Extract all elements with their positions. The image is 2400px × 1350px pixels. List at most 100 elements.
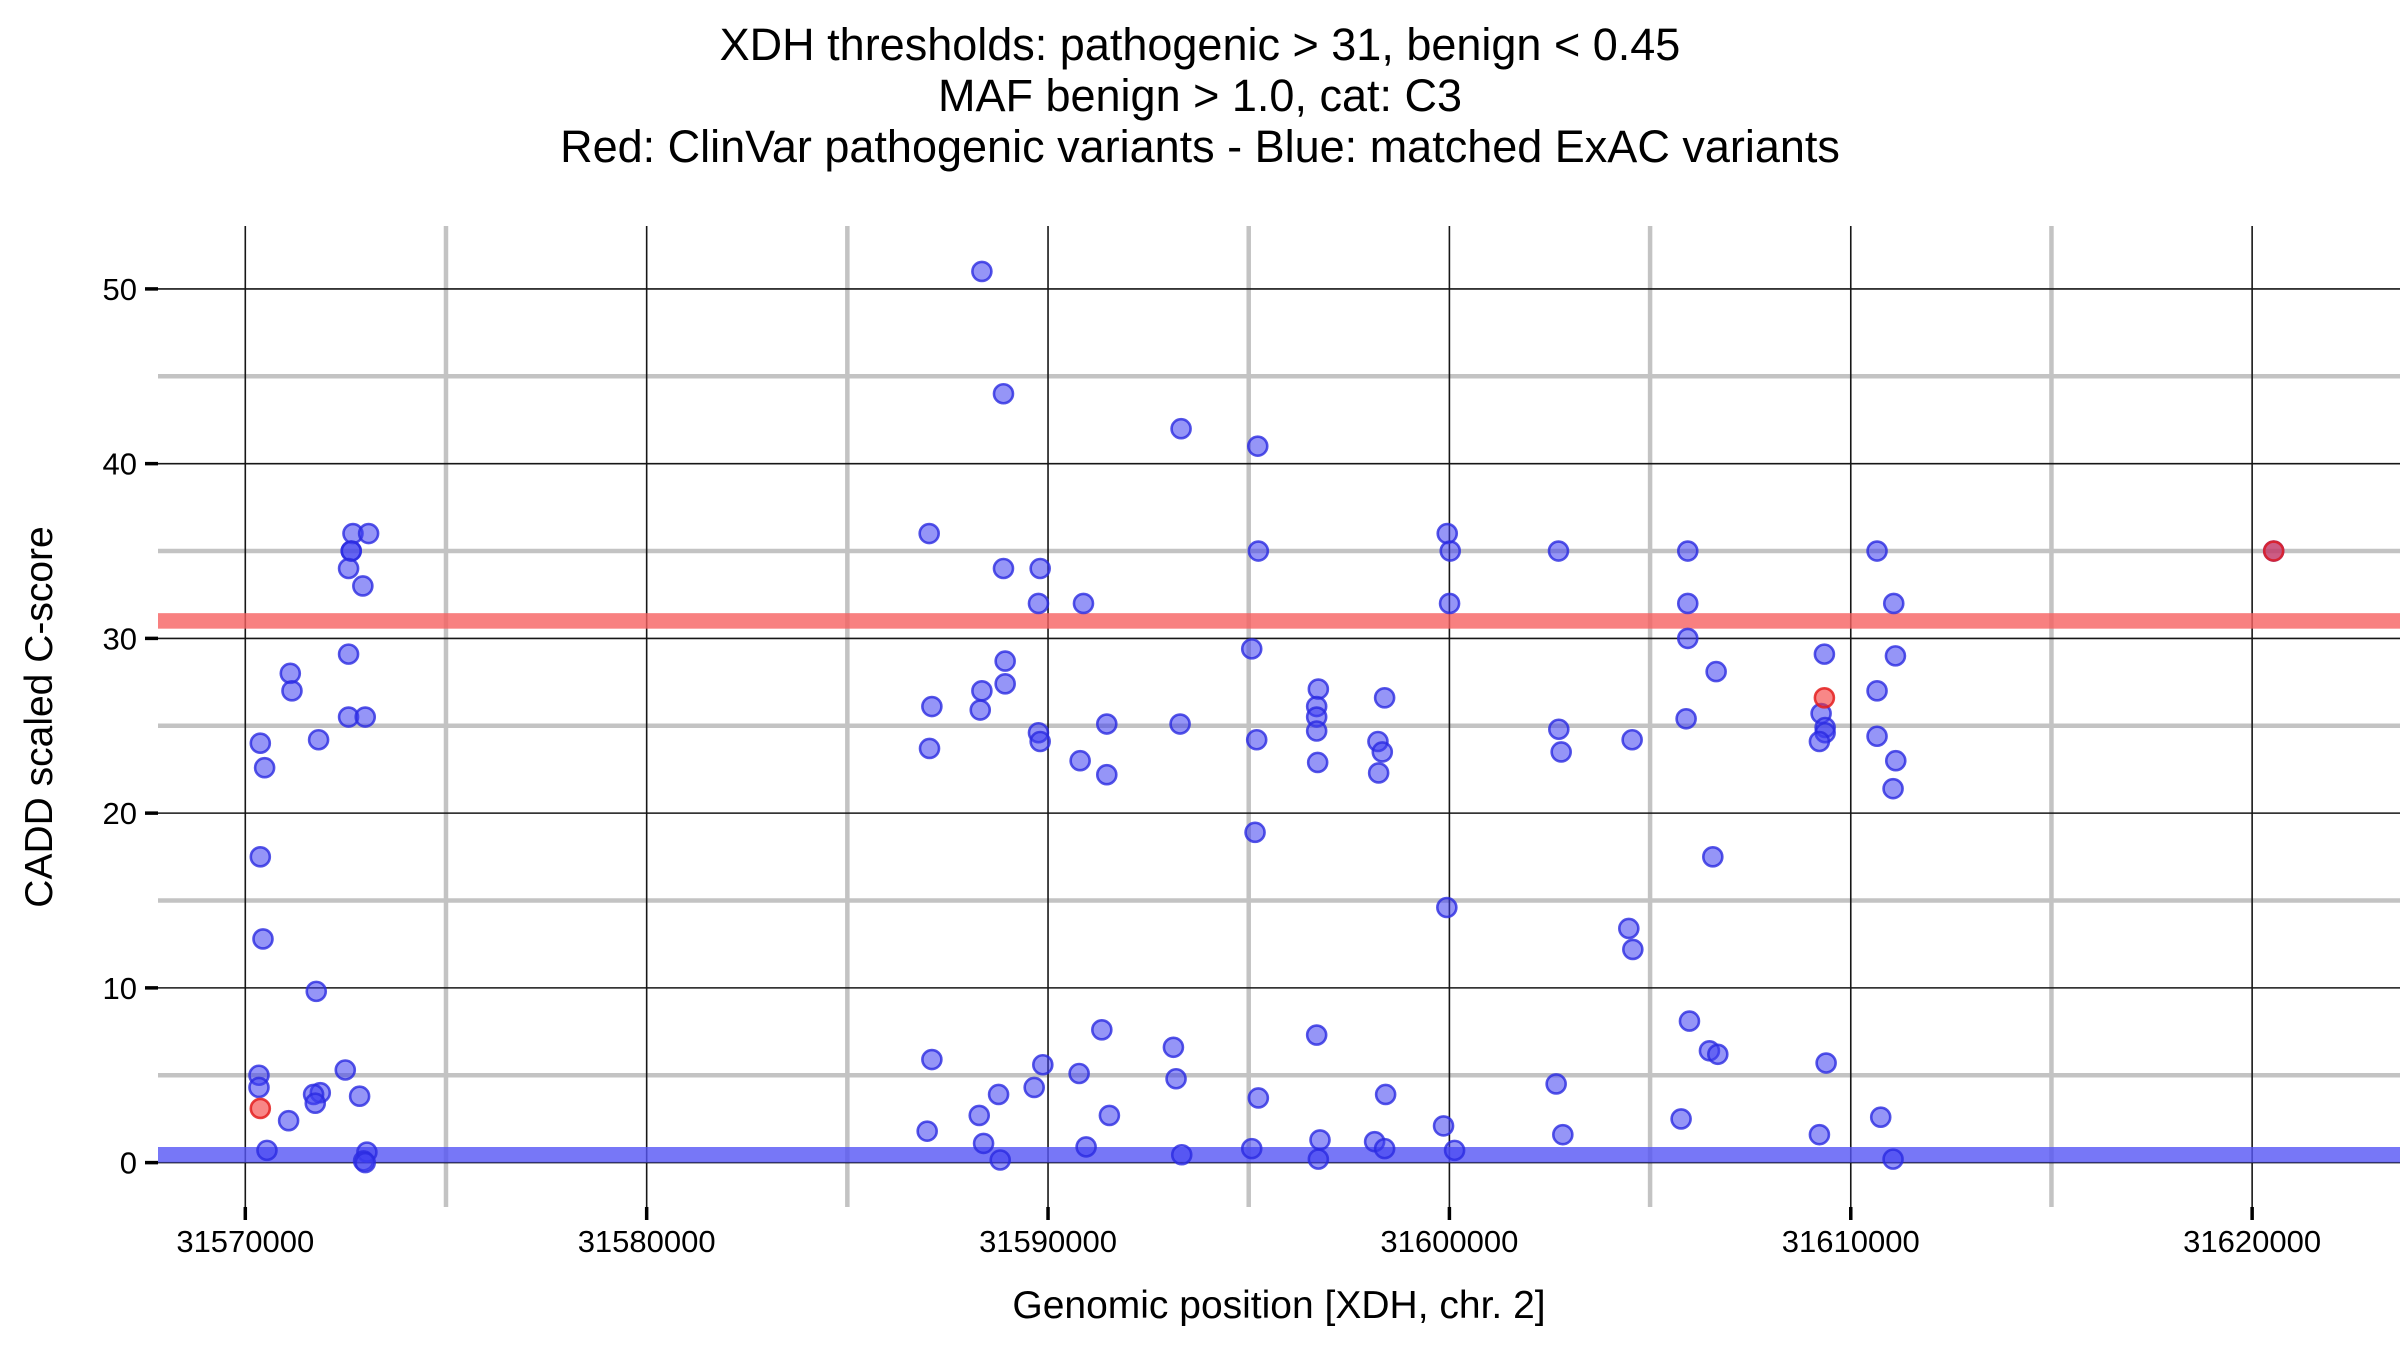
data-point-blue — [1029, 557, 1051, 580]
data-point-blue — [1367, 762, 1390, 784]
data-point-blue — [1027, 592, 1050, 615]
data-point-blue — [1023, 1076, 1045, 1099]
data-point-blue — [1068, 1062, 1090, 1085]
data-point-blue — [992, 557, 1015, 580]
title-line-2: MAF benign > 1.0, cat: C3 — [938, 70, 1462, 121]
data-point-blue — [1808, 1123, 1831, 1146]
x-tick-label: 31610000 — [1782, 1224, 1920, 1259]
data-point-blue — [1240, 638, 1263, 660]
gridlines-minor — [158, 226, 2400, 1207]
data-point-blue — [256, 1139, 278, 1162]
data-point-blue — [1882, 777, 1904, 800]
data-point-blue — [279, 662, 302, 685]
data-point-blue — [994, 673, 1016, 695]
data-point-blue — [334, 1059, 357, 1081]
y-tick-label: 30 — [103, 621, 137, 656]
data-point-blue — [1552, 1123, 1574, 1146]
data-point-blue — [1247, 540, 1270, 562]
data-point-blue — [1547, 540, 1570, 562]
x-tick-label: 31570000 — [176, 1224, 314, 1259]
data-point-blue — [1439, 540, 1462, 562]
data-point-blue — [918, 737, 941, 760]
data-point-blue — [1813, 643, 1836, 665]
data-point-blue — [1095, 713, 1118, 735]
y-axis-title: CADD scaled C-score — [18, 526, 61, 907]
data-point-blue — [1162, 1036, 1185, 1059]
data-point-blue — [1545, 1073, 1567, 1095]
data-point-blue — [1032, 1053, 1054, 1076]
data-point-blue — [1170, 417, 1192, 440]
data-point-blue — [916, 1120, 938, 1142]
data-point-blue — [992, 382, 1015, 405]
data-point-blue — [1670, 1108, 1692, 1130]
data-point-blue — [1373, 1137, 1396, 1160]
data-point-blue — [1075, 1136, 1097, 1158]
data-point-blue — [253, 756, 276, 779]
data-point-blue — [357, 522, 380, 545]
data-point-blue — [1098, 1104, 1121, 1127]
data-point-blue — [1246, 435, 1269, 457]
data-point-blue — [1245, 728, 1268, 751]
data-point-blue — [1884, 645, 1907, 667]
data-point-blue — [1621, 728, 1643, 751]
y-tick-label: 20 — [103, 796, 137, 831]
data-point-blue — [1091, 1019, 1113, 1041]
data-point-blue — [972, 1132, 995, 1155]
data-point-blue — [1244, 821, 1266, 844]
data-point-blue — [1371, 741, 1394, 763]
data-point-blue — [1706, 1043, 1729, 1066]
data-point-blue — [921, 1048, 943, 1071]
data-points — [248, 260, 2285, 1174]
data-point-blue — [354, 706, 377, 728]
gridlines-major — [158, 226, 2400, 1207]
data-point-blue — [1170, 1143, 1193, 1166]
data-point-blue — [1808, 730, 1831, 753]
data-point-blue — [354, 1151, 377, 1174]
y-tick-label: 0 — [120, 1146, 137, 1181]
data-point-blue — [971, 680, 993, 702]
data-point-blue — [921, 695, 943, 718]
data-point-blue — [987, 1083, 1010, 1106]
data-point-blue — [1165, 1067, 1187, 1090]
data-point-blue — [1307, 678, 1330, 700]
data-point-blue — [1676, 540, 1699, 562]
data-point-blue — [1676, 627, 1699, 650]
benign-threshold-band — [158, 1147, 2400, 1163]
data-point-blue — [1309, 1129, 1331, 1151]
data-point-blue — [1247, 1087, 1270, 1109]
data-point-blue — [968, 1104, 991, 1127]
y-tick-label: 10 — [103, 971, 137, 1006]
data-point-blue — [305, 980, 328, 1003]
data-point-blue — [1436, 522, 1459, 545]
title-line-1: XDH thresholds: pathogenic > 31, benign … — [720, 19, 1681, 70]
data-point-blue — [1548, 718, 1570, 741]
data-point-blue — [1675, 707, 1697, 730]
data-point-blue — [252, 928, 274, 950]
data-point-blue — [1882, 1148, 1904, 1170]
data-point-blue — [1169, 713, 1191, 735]
axis-tick-labels: 31570000 31580000 31590000 31600000 31610000… — [103, 272, 2322, 1259]
x-axis-title: Genomic position [XDH, chr. 2] — [1012, 1284, 1545, 1327]
data-point-blue — [340, 540, 363, 562]
data-point-blue — [1438, 592, 1461, 615]
x-tick-label: 31590000 — [979, 1224, 1117, 1259]
data-point-blue — [1436, 896, 1458, 919]
axis-ticks — [145, 287, 2254, 1220]
data-point-blue — [1882, 592, 1905, 615]
x-tick-label: 31620000 — [2183, 1224, 2321, 1259]
data-point-blue — [1432, 1115, 1455, 1137]
data-point-blue — [1095, 763, 1118, 786]
data-point-blue — [1072, 592, 1095, 615]
data-point-blue — [969, 699, 992, 721]
data-point-blue — [1550, 741, 1572, 763]
data-point-red — [1813, 687, 1836, 709]
pathogenic-threshold-band — [158, 613, 2400, 629]
data-point-blue — [337, 557, 360, 580]
data-point-blue — [1866, 680, 1888, 702]
y-tick-label: 50 — [103, 272, 137, 307]
data-point-blue — [1866, 540, 1888, 562]
data-point-red — [249, 1097, 272, 1120]
data-point-blue — [1618, 917, 1640, 940]
